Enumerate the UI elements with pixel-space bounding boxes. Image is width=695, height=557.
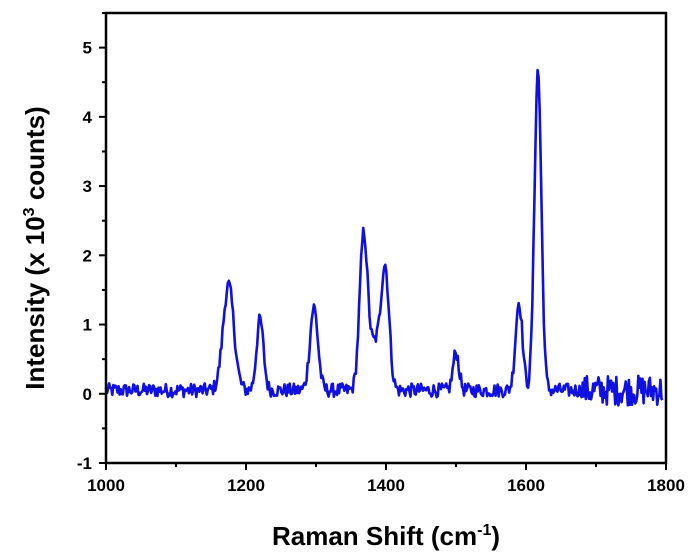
y-axis-title: Intensity (x 103 counts) — [20, 106, 50, 389]
axis-ticks — [99, 12, 667, 470]
x-axis-title-sup: -1 — [477, 522, 491, 539]
y-axis-title-end: counts) — [20, 106, 50, 207]
x-tick-label: 1800 — [647, 476, 685, 495]
x-axis-title-end: ) — [491, 521, 500, 551]
x-tick-label: 1400 — [367, 476, 405, 495]
y-tick-label: 1 — [83, 316, 92, 335]
x-tick-label: 1000 — [87, 476, 125, 495]
y-tick-label: 3 — [83, 177, 92, 196]
y-tick-label: 0 — [83, 385, 92, 404]
spectrum-series-line — [104, 68, 664, 407]
y-tick-label: 2 — [83, 246, 92, 265]
y-tick-label: 4 — [83, 108, 93, 127]
y-axis-title-main: Intensity (x 10 — [20, 216, 50, 389]
x-tick-label: 1200 — [227, 476, 265, 495]
y-axis-title-sup: 3 — [21, 207, 38, 216]
y-tick-label: 5 — [83, 39, 92, 58]
x-axis-title-main: Raman Shift (cm — [272, 521, 477, 551]
x-axis-title: Raman Shift (cm-1) — [272, 521, 500, 551]
x-tick-label: 1600 — [507, 476, 545, 495]
y-tick-label: -1 — [77, 454, 92, 473]
